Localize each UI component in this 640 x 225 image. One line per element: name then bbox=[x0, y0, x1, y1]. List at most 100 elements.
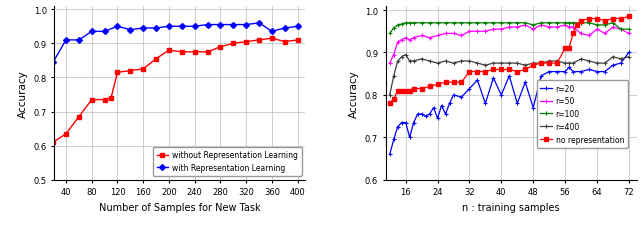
with Representation Learning bbox=[281, 27, 289, 30]
r=400 bbox=[406, 60, 413, 63]
r=20 bbox=[529, 107, 537, 110]
r=20 bbox=[466, 88, 474, 90]
r=20 bbox=[545, 71, 553, 74]
Legend: r=20, r=50, r=100, r=400, no representation: r=20, r=50, r=100, r=400, no representat… bbox=[536, 80, 628, 148]
no representation bbox=[609, 18, 617, 21]
r=50 bbox=[450, 33, 458, 36]
no representation bbox=[410, 88, 417, 90]
r=20 bbox=[394, 126, 401, 128]
r=100 bbox=[450, 22, 458, 25]
r=20 bbox=[445, 103, 453, 105]
r=20 bbox=[593, 71, 601, 74]
without Representation Learning bbox=[108, 97, 115, 100]
r=50 bbox=[386, 63, 394, 65]
no representation bbox=[573, 25, 581, 27]
no representation bbox=[513, 71, 521, 74]
no representation bbox=[402, 90, 410, 93]
r=100 bbox=[545, 22, 553, 25]
no representation bbox=[418, 88, 426, 90]
r=100 bbox=[434, 22, 442, 25]
no representation bbox=[466, 71, 474, 74]
no representation bbox=[601, 20, 609, 23]
r=20 bbox=[522, 81, 529, 84]
r=100 bbox=[585, 22, 593, 25]
with Representation Learning bbox=[100, 31, 108, 34]
without Representation Learning bbox=[281, 41, 289, 44]
Line: r=400: r=400 bbox=[387, 53, 631, 98]
with Representation Learning bbox=[294, 26, 301, 29]
r=20 bbox=[474, 79, 481, 82]
r=20 bbox=[565, 67, 573, 69]
with Representation Learning bbox=[165, 26, 173, 29]
r=50 bbox=[601, 33, 609, 36]
r=100 bbox=[402, 22, 410, 25]
r=400 bbox=[442, 60, 449, 63]
r=100 bbox=[569, 22, 577, 25]
r=100 bbox=[522, 22, 529, 25]
r=100 bbox=[577, 22, 585, 25]
r=100 bbox=[617, 29, 625, 31]
r=400 bbox=[522, 65, 529, 67]
r=400 bbox=[426, 60, 433, 63]
without Representation Learning bbox=[191, 51, 198, 54]
r=20 bbox=[398, 122, 406, 124]
r=20 bbox=[429, 107, 437, 110]
r=400 bbox=[490, 63, 497, 65]
r=100 bbox=[593, 25, 601, 27]
r=100 bbox=[410, 22, 417, 25]
no representation bbox=[522, 69, 529, 72]
r=100 bbox=[506, 22, 513, 25]
r=100 bbox=[474, 22, 481, 25]
r=50 bbox=[406, 39, 413, 42]
r=50 bbox=[490, 29, 497, 31]
r=100 bbox=[406, 22, 413, 25]
r=400 bbox=[538, 63, 545, 65]
r=100 bbox=[418, 22, 426, 25]
no representation bbox=[434, 83, 442, 86]
r=50 bbox=[474, 31, 481, 34]
without Representation Learning bbox=[114, 72, 122, 74]
r=20 bbox=[617, 63, 625, 65]
r=20 bbox=[601, 71, 609, 74]
no representation bbox=[529, 65, 537, 67]
Y-axis label: Accuracy: Accuracy bbox=[349, 70, 359, 117]
r=20 bbox=[561, 71, 569, 74]
no representation bbox=[577, 20, 585, 23]
r=20 bbox=[538, 75, 545, 78]
no representation bbox=[426, 86, 433, 88]
r=400 bbox=[506, 63, 513, 65]
r=20 bbox=[513, 103, 521, 105]
without Representation Learning bbox=[204, 51, 211, 54]
r=50 bbox=[466, 31, 474, 34]
r=100 bbox=[565, 22, 573, 25]
r=400 bbox=[569, 63, 577, 65]
no representation bbox=[569, 33, 577, 36]
Line: r=100: r=100 bbox=[387, 21, 631, 37]
r=100 bbox=[458, 22, 465, 25]
r=100 bbox=[497, 22, 505, 25]
r=100 bbox=[601, 25, 609, 27]
no representation bbox=[545, 63, 553, 65]
Line: no representation: no representation bbox=[388, 15, 631, 106]
r=400 bbox=[394, 60, 401, 63]
r=100 bbox=[398, 24, 406, 26]
r=50 bbox=[402, 37, 410, 40]
Line: without Representation Learning: without Representation Learning bbox=[51, 37, 300, 145]
no representation bbox=[553, 63, 561, 65]
r=50 bbox=[561, 25, 569, 27]
r=100 bbox=[513, 22, 521, 25]
r=20 bbox=[442, 113, 449, 116]
no representation bbox=[474, 71, 481, 74]
without Representation Learning bbox=[62, 133, 70, 135]
no representation bbox=[593, 18, 601, 21]
r=400 bbox=[513, 63, 521, 65]
r=50 bbox=[394, 41, 401, 44]
r=50 bbox=[506, 27, 513, 29]
r=20 bbox=[402, 122, 410, 124]
r=100 bbox=[394, 25, 401, 27]
r=20 bbox=[506, 75, 513, 78]
r=100 bbox=[386, 33, 394, 36]
with Representation Learning bbox=[204, 24, 211, 27]
r=50 bbox=[442, 33, 449, 36]
without Representation Learning bbox=[49, 141, 57, 144]
